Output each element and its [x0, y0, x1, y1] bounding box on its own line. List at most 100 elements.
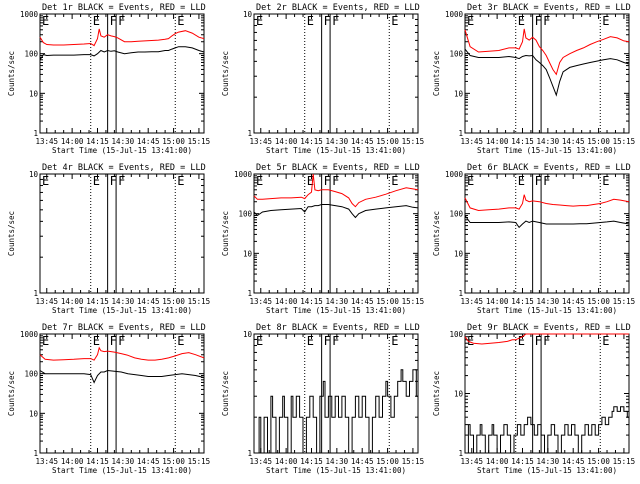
y-tick-label: 10	[243, 249, 253, 258]
panel-6: Det 6r BLACK = Events, RED = LLD 1 10 100 10…	[432, 163, 635, 315]
y-tick-label: 1	[458, 129, 463, 138]
marker-label-f: F	[332, 174, 339, 188]
x-axis-label: Start Time (15-Jul-15 13:41:00)	[52, 146, 192, 155]
x-tick-label: 14:00	[61, 457, 84, 466]
plot-frame	[253, 173, 419, 294]
x-tick-label: 13:45	[249, 457, 272, 466]
x-tick-label: 15:15	[402, 297, 425, 306]
x-tick-label: 15:15	[188, 297, 211, 306]
x-tick-label: 14:15	[86, 297, 109, 306]
x-tick-label: 14:30	[112, 137, 135, 146]
marker-label-e: E	[307, 174, 314, 188]
panel-1: Det 1r BLACK = Events, RED = LLD 1 10 100 10…	[7, 3, 210, 155]
x-tick-label: 14:00	[275, 137, 298, 146]
panel-8: Det 8r BLACK = Events, RED = LLD 1 10 Count…	[221, 323, 424, 475]
x-tick-label: 13:45	[35, 457, 58, 466]
x-tick-label: 14:30	[537, 137, 560, 146]
marker-label-e: E	[256, 334, 263, 348]
x-tick-label: 14:45	[351, 297, 374, 306]
series-events	[464, 48, 630, 97]
plot-frame	[39, 173, 205, 294]
x-tick-label: 15:00	[162, 137, 185, 146]
x-tick-label: 15:00	[162, 297, 185, 306]
marker-label-f: F	[110, 334, 117, 348]
marker-label-f: F	[118, 174, 125, 188]
panel-7: Det 7r BLACK = Events, RED = LLD 1 10 100 10…	[7, 323, 210, 475]
marker-label-f: F	[543, 14, 550, 28]
panel-title: Det 5r BLACK = Events, RED = LLD	[256, 163, 420, 173]
plot-frame	[464, 173, 630, 294]
series-events	[39, 46, 205, 61]
x-tick-label: 15:15	[613, 137, 636, 146]
marker-label-e: E	[42, 174, 49, 188]
marker-label-e: E	[602, 14, 609, 28]
marker-label-e: E	[518, 174, 525, 188]
panel-2: Det 2r BLACK = Events, RED = LLD 1 10 Count…	[221, 3, 424, 155]
y-axis-label: Counts/sec	[221, 51, 230, 96]
x-tick-label: 15:15	[613, 457, 636, 466]
x-tick-label: 14:15	[300, 137, 323, 146]
x-tick-label: 15:15	[613, 297, 636, 306]
marker-label-e: E	[602, 174, 609, 188]
y-tick-label: 10	[29, 170, 39, 179]
series-lld	[464, 28, 630, 76]
x-tick-label: 14:45	[351, 457, 374, 466]
y-tick-label: 1	[458, 289, 463, 298]
y-tick-label: 10	[29, 409, 39, 418]
panel-9: Det 9r BLACK = Events, RED = LLD 1 10 100 Co…	[432, 323, 635, 475]
y-tick-label: 10	[29, 89, 39, 98]
marker-label-e: E	[177, 14, 184, 28]
x-tick-label: 14:45	[137, 457, 160, 466]
marker-label-f: F	[535, 174, 542, 188]
marker-label-e: E	[256, 14, 263, 28]
x-tick-label: 15:00	[376, 457, 399, 466]
y-tick-label: 10	[243, 10, 253, 19]
y-tick-label: 100	[24, 50, 38, 59]
y-axis-label: Counts/sec	[221, 371, 230, 416]
panel-title: Det 9r BLACK = Events, RED = LLD	[467, 323, 631, 333]
x-tick-label: 14:30	[537, 457, 560, 466]
x-tick-label: 13:45	[249, 137, 272, 146]
plot-frame	[39, 333, 205, 454]
x-tick-label: 14:30	[326, 457, 349, 466]
y-tick-label: 100	[449, 210, 463, 219]
x-tick-label: 13:45	[460, 137, 483, 146]
x-tick-label: 14:45	[137, 297, 160, 306]
y-axis-label: Counts/sec	[432, 211, 441, 256]
x-tick-label: 14:15	[511, 297, 534, 306]
x-tick-label: 14:15	[511, 137, 534, 146]
x-axis-label: Start Time (15-Jul-15 13:41:00)	[266, 146, 406, 155]
x-tick-label: 13:45	[249, 297, 272, 306]
series-lld	[39, 346, 205, 361]
x-tick-label: 13:45	[460, 457, 483, 466]
y-tick-label: 100	[24, 370, 38, 379]
marker-label-f: F	[535, 14, 542, 28]
marker-label-f: F	[324, 14, 331, 28]
panel-title: Det 1r BLACK = Events, RED = LLD	[42, 3, 206, 13]
y-axis-label: Counts/sec	[7, 211, 16, 256]
marker-label-e: E	[467, 14, 474, 28]
marker-label-f: F	[118, 334, 125, 348]
x-tick-label: 15:15	[188, 137, 211, 146]
x-tick-label: 15:00	[587, 297, 610, 306]
y-tick-label: 100	[449, 330, 463, 339]
marker-label-f: F	[543, 174, 550, 188]
series-lld	[464, 194, 630, 212]
marker-label-f: F	[110, 14, 117, 28]
x-tick-label: 14:15	[86, 137, 109, 146]
x-tick-label: 15:00	[587, 137, 610, 146]
panel-title: Det 3r BLACK = Events, RED = LLD	[467, 3, 631, 13]
y-tick-label: 1000	[20, 330, 39, 339]
marker-label-e: E	[467, 334, 474, 348]
x-tick-label: 14:00	[275, 297, 298, 306]
series-events	[464, 215, 630, 229]
marker-label-e: E	[518, 334, 525, 348]
y-tick-label: 1	[33, 289, 38, 298]
plot-frame	[253, 13, 419, 134]
marker-label-e: E	[391, 174, 398, 188]
y-tick-label: 100	[449, 50, 463, 59]
x-tick-label: 15:00	[376, 297, 399, 306]
plot-frame	[39, 13, 205, 134]
x-axis-label: Start Time (15-Jul-15 13:41:00)	[477, 146, 617, 155]
x-tick-label: 15:00	[376, 137, 399, 146]
